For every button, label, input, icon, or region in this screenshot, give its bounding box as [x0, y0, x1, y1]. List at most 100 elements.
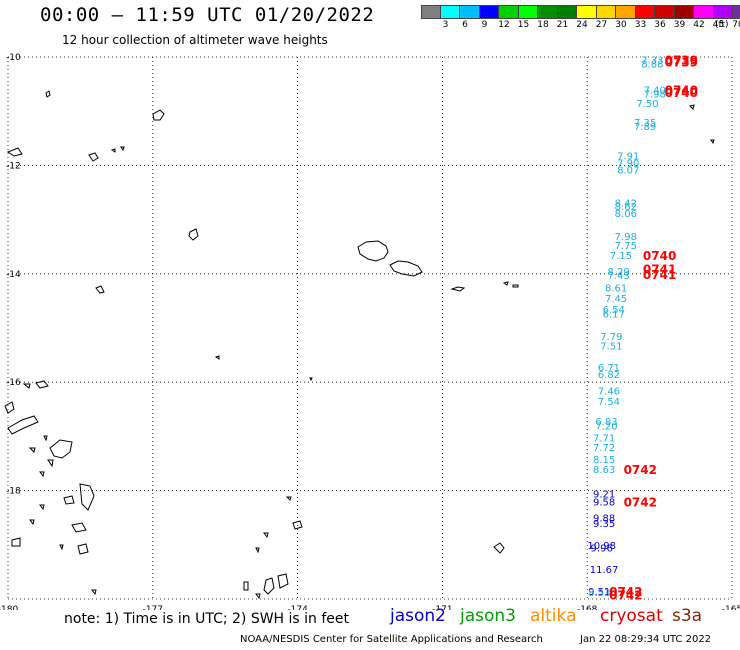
- generated-timestamp: Jan 22 08:29:34 UTC 2022: [580, 634, 712, 645]
- colorbar-swatch: [596, 5, 616, 19]
- island-fiji-6: [63, 483, 95, 511]
- wave-height-value: 7.75: [615, 241, 637, 252]
- wave-height-value: 7.50: [636, 99, 658, 110]
- wave-height-value: 7.35: [634, 118, 656, 129]
- wave-height-value: 7.46: [598, 386, 620, 397]
- island-fiji-3: [49, 439, 73, 459]
- wave-height-value: 7.89: [634, 122, 656, 133]
- units-note: note: 1) Time is in UTC; 2) SWH is in fe…: [64, 611, 350, 627]
- legend-item-cryosat: cryosat: [600, 606, 663, 626]
- map-grid: [7, 56, 733, 600]
- coastlines: [4, 90, 715, 600]
- wave-height-value: 7.79: [600, 332, 622, 343]
- colorbar-swatch: [635, 5, 655, 19]
- island-wallis: [188, 228, 199, 241]
- wave-height-value: 9.58: [593, 497, 615, 508]
- pass-time-label: 0742: [624, 463, 657, 477]
- island-tonga-4: [243, 577, 275, 595]
- island-west-12c: [110, 146, 125, 153]
- island-east-2: [710, 139, 715, 145]
- pass-time-label: 0741: [643, 268, 676, 282]
- colorbar-label: 3: [442, 20, 449, 30]
- colorbar-swatch: [733, 5, 740, 19]
- island-tutuila: [450, 286, 466, 292]
- pass-time-label: 0742: [609, 585, 642, 599]
- wave-height-map: -180-177-174-171-168-165-10-12-14-16-18 …: [0, 53, 740, 610]
- colorbar-swatch: [616, 5, 636, 19]
- wave-height-value: 6.82: [598, 370, 620, 381]
- wave-height-value: 7.98: [644, 89, 666, 100]
- map-subtitle: 12 hour collection of altimeter wave hei…: [62, 33, 328, 47]
- colorbar-swatch: [694, 5, 714, 19]
- wave-height-value: 6.17: [603, 309, 625, 320]
- wave-height-value: 7.43: [607, 271, 629, 282]
- wave-height-value: 8.61: [605, 283, 627, 294]
- wave-height-value: 8.88: [641, 60, 663, 71]
- wave-height-value: 6.71: [598, 363, 620, 374]
- colorbar-label: 6: [462, 20, 468, 30]
- colorbar-label: 42: [693, 20, 705, 30]
- colorbar-label: 9: [481, 20, 488, 30]
- island-fiji-9: [39, 504, 97, 596]
- colorbar-swatch: [674, 5, 694, 19]
- pass-time-label: 0741: [643, 262, 676, 276]
- island-fiji-1: [4, 401, 15, 414]
- island-futuna: [95, 285, 105, 294]
- wave-height-value: 9.51: [588, 587, 610, 598]
- wave-height-value: 7.45: [605, 294, 627, 305]
- wave-height-value: 8.06: [615, 209, 637, 220]
- axis-labels: -180 -177 -174 -171 -168 -165 -10 -12 -14 -16 -18: [0, 53, 740, 610]
- island-fiji-4: [28, 435, 48, 453]
- wave-height-value: 7.90: [617, 159, 639, 170]
- colorbar-label: 33: [634, 20, 647, 30]
- legend-item-altika: altika: [530, 606, 577, 626]
- wave-height-value: 8.29: [607, 267, 629, 278]
- wave-height-value: 8.15: [593, 455, 615, 466]
- wave-height-value: 11.67: [590, 565, 619, 576]
- pass-times: 0739073907400740074007410741074207420742…: [609, 54, 698, 603]
- lon-tick-label: -165: [722, 605, 740, 610]
- legend-item-jason2: jason2: [390, 606, 446, 626]
- wave-height-value: 7.71: [593, 433, 615, 444]
- pass-time-label: 0740: [643, 249, 676, 263]
- colorbar: [421, 5, 740, 19]
- wave-height-value: 7.20: [595, 422, 617, 433]
- wave-height-value: 9.88: [593, 514, 615, 525]
- wave-height-value: 8.07: [617, 166, 639, 177]
- lon-tick-label: -168: [577, 605, 598, 610]
- colorbar-swatch: [479, 5, 499, 19]
- island-rotuma: [214, 355, 220, 360]
- colorbar-swatch: [655, 5, 675, 19]
- pass-time-label: 0742: [624, 495, 657, 509]
- island-east-top: [689, 104, 695, 110]
- island-tonga-6: [309, 377, 313, 382]
- island-fiji-7: [71, 522, 89, 555]
- wave-height-value: 9.21: [593, 489, 615, 500]
- colorbar-label: 45: [712, 20, 725, 30]
- wave-height-value: 10.98: [587, 541, 616, 552]
- colorbar-label: 18: [537, 20, 549, 30]
- island-fiji-8: [11, 519, 35, 547]
- lon-tick-label: -171: [432, 605, 452, 610]
- pass-time-label: 0739: [665, 55, 698, 69]
- pass-time-label: 0740: [665, 84, 698, 98]
- lat-tick-label: -18: [6, 487, 21, 497]
- island-tonga-3: [255, 532, 269, 554]
- lat-tick-label: -12: [6, 161, 21, 171]
- colorbar-label: 15: [517, 20, 530, 30]
- wave-height-value: 6.54: [603, 305, 625, 316]
- island-west-12b: [88, 152, 99, 162]
- colorbar-swatch: [538, 5, 558, 19]
- colorbar-swatch: [577, 5, 597, 19]
- island-tonga-2: [292, 520, 303, 530]
- lat-tick-label: -14: [6, 270, 21, 280]
- island-north-small: [45, 90, 51, 98]
- wave-height-value: 8.63: [593, 465, 615, 476]
- wave-height-value: 7.98: [615, 232, 637, 243]
- wave-height-value: 8.42: [615, 198, 637, 209]
- wave-height-value: 8.62: [615, 202, 637, 213]
- lat-tick-label: -16: [6, 378, 21, 388]
- island-fiji-5: [39, 459, 54, 478]
- island-fiji-10: [22, 380, 49, 389]
- island-tonga-5: [255, 573, 289, 600]
